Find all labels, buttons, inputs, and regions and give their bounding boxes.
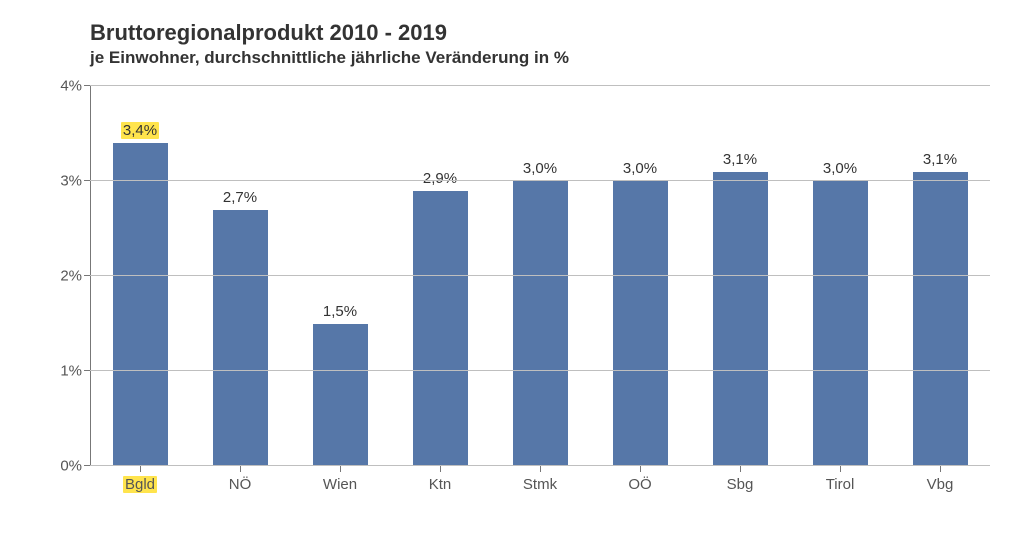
bar-value-label: 2,7% (223, 189, 257, 206)
bar-slot: 2,9% (390, 86, 490, 466)
x-axis-category-label: Vbg (890, 476, 990, 493)
bar (913, 172, 968, 467)
x-tick (340, 466, 341, 472)
bar-slot: 2,7% (190, 86, 290, 466)
bar (813, 181, 868, 466)
x-axis-category-label: Bgld (90, 476, 190, 493)
y-axis-tick-label: 1% (60, 363, 90, 380)
bar-value-label: 2,9% (423, 170, 457, 187)
bar-value-label: 3,0% (523, 160, 557, 177)
x-tick (840, 466, 841, 472)
x-tick (140, 466, 141, 472)
bar-slot: 1,5% (290, 86, 390, 466)
gridline (90, 85, 990, 86)
x-axis-category-label: NÖ (190, 476, 290, 493)
y-axis-tick-label: 4% (60, 78, 90, 95)
x-tick (740, 466, 741, 472)
highlighted-category: Bgld (123, 476, 157, 493)
chart-container: Bruttoregionalprodukt 2010 - 2019 je Ein… (0, 0, 1024, 553)
bar-value-label: 1,5% (323, 303, 357, 320)
bar-slot: 3,1% (690, 86, 790, 466)
x-axis-labels: Bgld NÖWienKtnStmkOÖSbgTirolVbg (90, 476, 990, 493)
bar (413, 191, 468, 467)
bar (113, 143, 168, 466)
bar (513, 181, 568, 466)
bar-value-label: 3,4% (121, 122, 159, 139)
gridline (90, 275, 990, 276)
bar (613, 181, 668, 466)
x-tick (940, 466, 941, 472)
bar-slot: 3,0% (490, 86, 590, 466)
gridline (90, 465, 990, 466)
bar-value-label: 3,1% (723, 151, 757, 168)
chart-subtitle: je Einwohner, durchschnittliche jährlich… (90, 48, 994, 68)
bars-row: 3,4% 2,7% 1,5% 2,9% 3,0% 3,0% 3,1% 3,0% 3,1% (90, 86, 990, 466)
x-tick (440, 466, 441, 472)
y-axis-tick-label: 0% (60, 458, 90, 475)
x-axis-category-label: Tirol (790, 476, 890, 493)
bar (713, 172, 768, 467)
bar-value-label: 3,0% (623, 160, 657, 177)
bar-slot: 3,1% (890, 86, 990, 466)
bar-slot: 3,4% (90, 86, 190, 466)
x-axis-category-label: Wien (290, 476, 390, 493)
bar (313, 324, 368, 467)
bar-slot: 3,0% (790, 86, 890, 466)
x-axis-category-label: Sbg (690, 476, 790, 493)
bar-value-label: 3,1% (923, 151, 957, 168)
highlighted-value: 3,4% (121, 122, 159, 139)
gridline (90, 180, 990, 181)
x-axis-category-label: Ktn (390, 476, 490, 493)
y-axis-tick-label: 2% (60, 268, 90, 285)
x-tick (640, 466, 641, 472)
x-axis-category-label: OÖ (590, 476, 690, 493)
x-axis-category-label: Stmk (490, 476, 590, 493)
bar-slot: 3,0% (590, 86, 690, 466)
plot-area: 3,4%2,7%1,5%2,9%3,0%3,0%3,1%3,0%3,1% 0%1… (90, 86, 990, 466)
x-tick (240, 466, 241, 472)
x-tick (540, 466, 541, 472)
gridline (90, 370, 990, 371)
bar (213, 210, 268, 467)
y-axis-tick-label: 3% (60, 173, 90, 190)
bar-value-label: 3,0% (823, 160, 857, 177)
chart-title: Bruttoregionalprodukt 2010 - 2019 (90, 20, 994, 46)
